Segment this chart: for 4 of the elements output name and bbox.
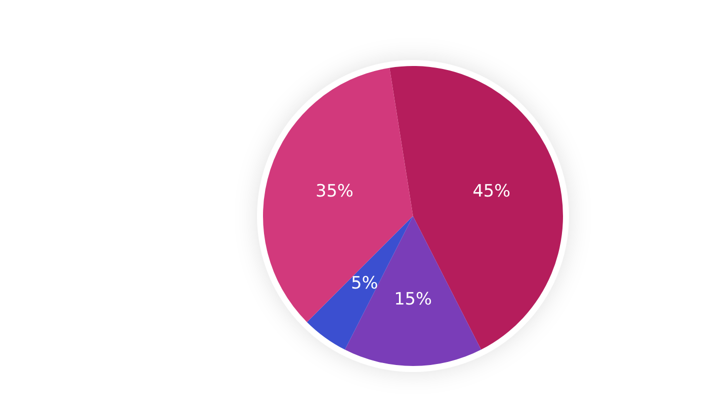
data-label: 45% xyxy=(472,181,510,202)
data-label: 15% xyxy=(394,289,432,310)
data-label: 35% xyxy=(316,181,354,202)
data-label: 5% xyxy=(351,274,378,294)
